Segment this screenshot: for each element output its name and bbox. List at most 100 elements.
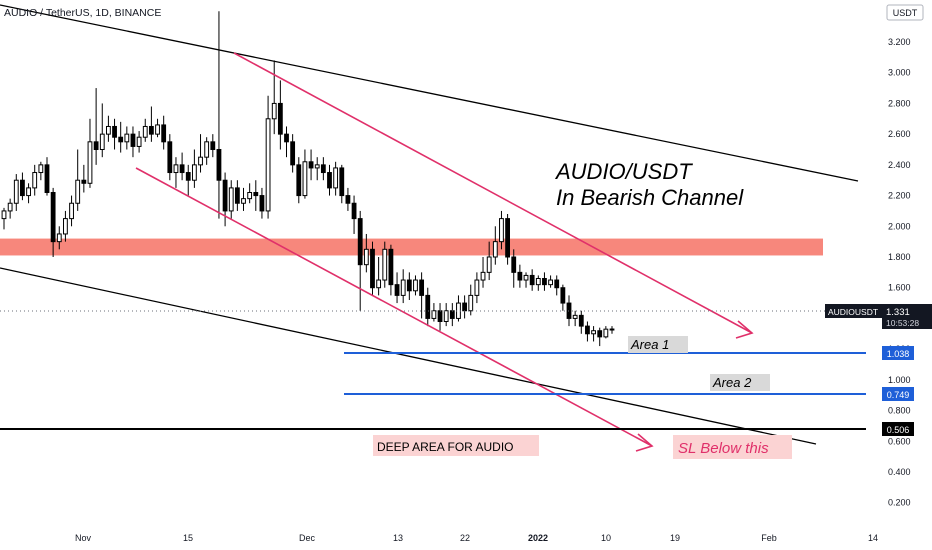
candle-down (148, 125, 154, 135)
candle-up (1, 210, 7, 220)
candle-up (69, 202, 74, 220)
candle-up (241, 198, 246, 204)
sl-note-label: SL Below this (678, 440, 769, 457)
candle-up (99, 133, 105, 150)
time-tick-label: 22 (460, 533, 470, 543)
candle-down (351, 202, 357, 220)
candle-down (118, 136, 124, 143)
candle-down (50, 192, 56, 243)
candle-down (327, 172, 332, 189)
candle-up (87, 141, 93, 184)
deep-area-price-value: 0.506 (887, 425, 910, 435)
candle-down (462, 302, 468, 312)
area2-label-bg (710, 374, 770, 391)
outer-channel-lower-line[interactable] (0, 267, 817, 445)
candle-up (75, 179, 81, 204)
candle-down (290, 141, 296, 166)
candle-down (320, 164, 326, 174)
candle-up (535, 278, 541, 286)
candle-up (603, 328, 609, 338)
candle-up (56, 233, 62, 243)
candle-down (437, 310, 443, 322)
outer-channel-upper-line[interactable] (0, 4, 859, 182)
symbol-header[interactable]: AUDIO / TetherUS, 1D, BINANCE (4, 7, 161, 19)
candle-down (167, 141, 173, 174)
candle-up (302, 161, 308, 197)
candle-down (357, 218, 363, 266)
price-tick-label: 2.600 (888, 129, 911, 139)
price-tick-label: 2.000 (888, 221, 911, 231)
candle-up (7, 202, 13, 212)
candle-down (339, 167, 345, 197)
candle-up (572, 314, 578, 319)
resistance-zone (0, 238, 823, 256)
time-tick-label: 13 (393, 533, 403, 543)
candle-up (363, 248, 369, 266)
candle-up (228, 187, 234, 212)
candle-up (400, 279, 406, 296)
time-tick-label: 19 (670, 533, 680, 543)
candle-down (185, 172, 191, 181)
candle-up (271, 102, 277, 120)
sl-note-bg (673, 435, 792, 459)
candle-down (308, 161, 314, 169)
candle-up (247, 192, 253, 200)
candle-up (38, 164, 44, 174)
deep-area-label: DEEP AREA FOR AUDIO (377, 440, 514, 454)
price-tick-label: 0.400 (888, 467, 911, 477)
candle-up (523, 274, 529, 281)
candle-up (486, 256, 492, 273)
candle-down (81, 179, 87, 184)
candle-up (609, 328, 615, 331)
candle-down (585, 325, 590, 335)
candle-down (566, 302, 572, 319)
candle-down (216, 149, 222, 181)
price-tick-label: 2.400 (888, 160, 911, 170)
time-tick-label: Feb (761, 533, 777, 543)
candle-down (394, 284, 400, 296)
candle-up (499, 218, 504, 243)
time-tick-label: 14 (868, 533, 878, 543)
candle-down (505, 218, 510, 258)
currency-badge[interactable] (886, 4, 924, 21)
symbol-price-tag (825, 304, 882, 318)
candle-down (578, 314, 584, 327)
candle-down (93, 141, 99, 150)
price-tick-label: 1.800 (888, 252, 911, 262)
bearish-channel-upper-arrow-icon (735, 320, 754, 339)
candle-up (124, 133, 130, 143)
candle-down (44, 164, 50, 194)
candle-up (314, 164, 320, 169)
candle-up (26, 187, 31, 197)
candle-down (419, 279, 425, 296)
time-axis[interactable]: Nov 15 Dec 13 22 2022 10 19 Feb 14 (75, 533, 878, 543)
candle-down (161, 124, 167, 143)
area2-price-value: 0.749 (887, 390, 910, 400)
price-tick-label: 3.000 (888, 68, 911, 78)
title-line2: In Bearish Channel (556, 185, 744, 210)
candle-up (468, 294, 474, 312)
area2-price-tag (882, 387, 914, 401)
symbol-price-tag-label: AUDIOUSDT (828, 307, 878, 317)
price-tick-label: 2.800 (888, 98, 911, 108)
candle-up (142, 125, 148, 138)
title-line1: AUDIO/USDT (554, 159, 693, 184)
bearish-channel-upper-line[interactable] (233, 52, 753, 334)
candle-down (517, 271, 523, 281)
candle-up (431, 310, 437, 319)
candle-up (173, 164, 179, 174)
current-price-value: 1.331 (886, 307, 910, 318)
candle-down (234, 187, 240, 204)
candles-group (1, 11, 615, 347)
candle-down (284, 133, 289, 143)
candle-down (210, 141, 216, 150)
candle-up (63, 218, 68, 235)
bearish-channel-lower-arrow-icon (635, 433, 654, 452)
candle-up (191, 164, 197, 181)
candle-down (370, 248, 375, 289)
bearish-channel-lower-line[interactable] (135, 167, 653, 447)
candle-down (179, 164, 185, 174)
deep-area-label-bg (373, 435, 539, 456)
